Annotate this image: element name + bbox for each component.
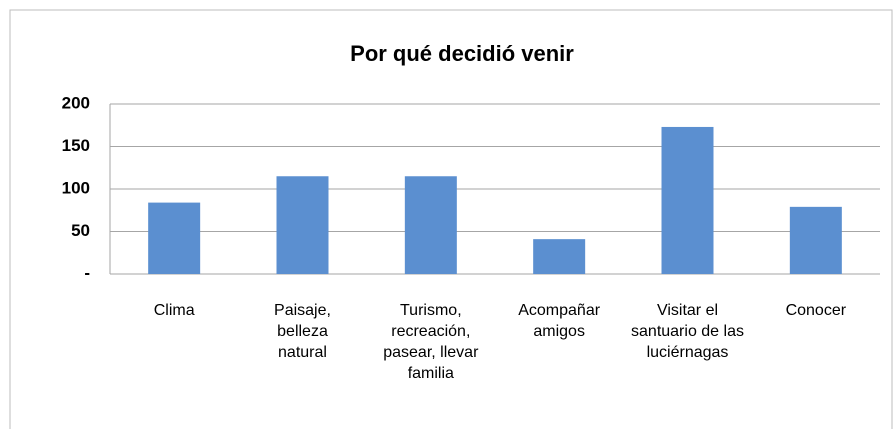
bar bbox=[276, 176, 329, 274]
y-tick-label: 200 bbox=[62, 93, 90, 112]
x-tick-label: Acompañar amigos bbox=[518, 302, 601, 340]
y-tick-label: 50 bbox=[71, 221, 90, 240]
x-tick-label-box: Paisaje, belleza natural bbox=[274, 302, 331, 361]
x-tick-label: Paisaje, belleza natural bbox=[274, 302, 331, 361]
y-tick-label: - bbox=[84, 263, 90, 282]
bar bbox=[661, 126, 714, 274]
x-tick-label-box: Conocer bbox=[785, 302, 847, 319]
x-tick-label-box: Clima bbox=[153, 302, 195, 319]
bar bbox=[533, 239, 586, 274]
x-tick-label-box: Turismo, recreación, pasear, llevar fami… bbox=[383, 302, 479, 382]
chart-title: Por qué decidió venir bbox=[350, 41, 574, 66]
x-tick-label: Clima bbox=[153, 302, 195, 319]
bar bbox=[404, 176, 457, 274]
x-tick-label: Conocer bbox=[785, 302, 847, 319]
x-tick-label: Visitar el santuario de las luciérnagas bbox=[631, 302, 744, 361]
y-tick-label: 150 bbox=[62, 136, 90, 155]
x-tick-label-box: Visitar el santuario de las luciérnagas bbox=[631, 302, 744, 361]
x-tick-label-box: Acompañar amigos bbox=[518, 302, 601, 340]
bar bbox=[789, 206, 842, 274]
y-tick-label: 100 bbox=[62, 178, 90, 197]
bar bbox=[148, 202, 201, 274]
x-tick-label: Turismo, recreación, pasear, llevar fami… bbox=[383, 302, 479, 382]
